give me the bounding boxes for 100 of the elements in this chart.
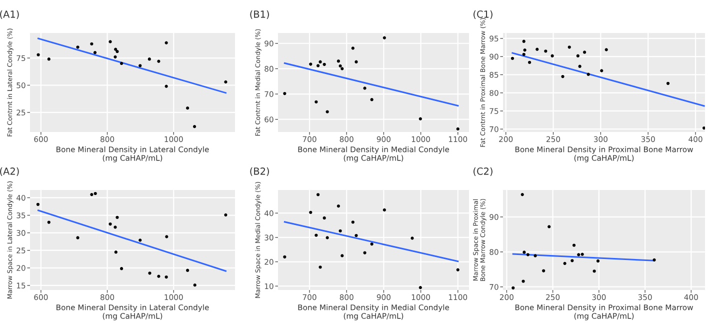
point <box>522 52 526 56</box>
point <box>512 286 515 290</box>
point <box>456 268 460 272</box>
point <box>338 229 342 232</box>
chart-title: (A2) <box>0 167 19 176</box>
point <box>283 92 286 96</box>
point <box>604 48 608 52</box>
point <box>148 272 152 275</box>
point <box>114 226 117 229</box>
point <box>544 50 548 53</box>
point <box>93 51 97 54</box>
point <box>548 225 551 228</box>
point <box>108 222 112 226</box>
point <box>526 253 530 256</box>
point <box>165 235 168 238</box>
point <box>36 202 40 206</box>
point <box>522 280 525 283</box>
point <box>224 213 228 216</box>
point <box>138 238 142 242</box>
point <box>36 53 40 56</box>
point <box>600 69 604 72</box>
point <box>47 220 50 224</box>
point <box>326 236 329 240</box>
point <box>316 64 320 68</box>
point <box>586 72 590 76</box>
point <box>580 252 584 256</box>
point <box>418 286 422 290</box>
point <box>340 67 344 70</box>
point <box>354 60 358 64</box>
point <box>456 127 460 131</box>
point <box>157 60 160 63</box>
point <box>577 253 580 256</box>
point <box>322 62 326 66</box>
point <box>550 54 554 58</box>
point <box>120 62 124 66</box>
point <box>164 275 168 279</box>
point <box>336 204 340 208</box>
point <box>318 266 322 269</box>
point <box>382 208 386 212</box>
chart-title: (B1) <box>250 10 269 20</box>
point <box>542 269 546 272</box>
point <box>522 40 526 43</box>
point <box>370 98 374 102</box>
point <box>510 56 514 60</box>
point <box>576 54 580 58</box>
point <box>283 255 286 258</box>
point <box>570 259 574 262</box>
point <box>363 251 366 254</box>
point <box>164 41 168 44</box>
point <box>114 48 118 51</box>
point <box>193 284 196 287</box>
point <box>314 100 318 104</box>
point <box>410 236 414 240</box>
point <box>354 234 358 238</box>
point <box>596 259 600 263</box>
point <box>76 46 80 49</box>
point <box>563 262 566 265</box>
point <box>370 242 374 246</box>
point <box>138 64 142 68</box>
point <box>418 117 422 120</box>
point <box>568 46 571 49</box>
point <box>47 58 50 61</box>
point <box>318 60 322 64</box>
chart-title: (A1) <box>0 10 19 20</box>
point <box>382 36 386 40</box>
point <box>116 50 119 54</box>
point <box>108 40 112 44</box>
point <box>561 74 564 78</box>
point <box>164 84 168 88</box>
point <box>578 64 582 68</box>
point <box>326 110 329 114</box>
chart-title: (C2) <box>474 167 492 176</box>
point <box>340 254 344 258</box>
point <box>186 268 190 272</box>
point <box>520 192 524 196</box>
point <box>351 220 354 224</box>
point <box>114 250 118 254</box>
point <box>336 60 340 63</box>
point <box>224 80 228 84</box>
point <box>338 64 342 68</box>
point <box>148 58 151 61</box>
point <box>309 210 312 214</box>
point <box>523 48 526 52</box>
point <box>536 48 539 51</box>
point <box>90 42 94 46</box>
point <box>309 62 312 66</box>
point <box>592 270 596 273</box>
point <box>322 216 326 220</box>
point <box>652 258 656 262</box>
point <box>572 244 576 247</box>
point <box>316 193 320 196</box>
point <box>157 274 160 278</box>
point <box>94 192 97 196</box>
point <box>192 125 196 128</box>
point <box>114 55 117 58</box>
point <box>522 250 526 254</box>
point <box>528 60 532 64</box>
point <box>76 236 80 240</box>
chart-title: (B2) <box>250 167 269 176</box>
point <box>534 254 537 258</box>
